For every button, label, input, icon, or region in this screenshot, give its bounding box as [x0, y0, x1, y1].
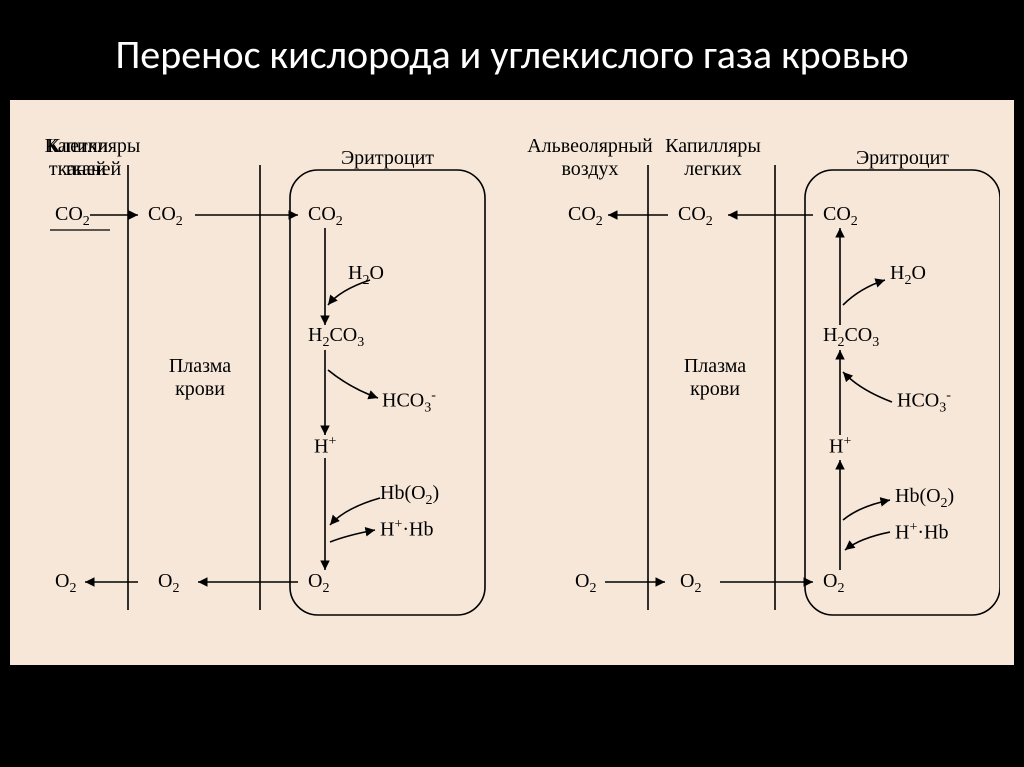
r-h2o: H2O [890, 262, 926, 289]
l-hbo2: Hb(O2) [380, 482, 439, 509]
l-hco3: HCO3- [382, 388, 436, 417]
r-h2co3: H2CO3 [823, 324, 879, 351]
l-co2-out: CO2 [55, 203, 90, 230]
r-col2-label: Капилляры легких [653, 135, 773, 181]
r-hhb: H+·Hb [895, 520, 948, 545]
l-col2-label: Капилляры тканей [30, 135, 155, 181]
l-co2-mid: CO2 [148, 203, 183, 230]
l-o2-out: O2 [55, 570, 76, 597]
l-h2co3: H2CO3 [308, 324, 364, 351]
r-co2-out: CO2 [568, 203, 603, 230]
right-panel: Альвеолярный воздух Капилляры легких Эри… [530, 110, 1000, 640]
right-overlay [530, 110, 1000, 640]
diagram-area: Клетки тканей Капилляры тканей Эритроцит… [10, 100, 1014, 665]
l-col3-label: Эритроцит [310, 147, 465, 170]
r-o2-mid: O2 [680, 570, 701, 597]
r-o2-out: O2 [575, 570, 596, 597]
l-co2-in: CO2 [308, 203, 343, 230]
r-col3-label: Эритроцит [825, 147, 980, 170]
r-plasma-label: Плазма крови [665, 355, 765, 401]
l-hhb: H+·Hb [380, 517, 433, 542]
r-hplus: H+ [829, 434, 851, 459]
r-o2-in: O2 [823, 570, 844, 597]
r-hco3: HCO3- [897, 388, 951, 417]
r-col1-label: Альвеолярный воздух [515, 135, 665, 181]
l-hplus: H+ [314, 434, 336, 459]
left-overlay [30, 110, 500, 640]
r-hbo2: Hb(O2) [895, 485, 954, 512]
r-co2-in: CO2 [823, 203, 858, 230]
l-h2o: H2O [348, 262, 384, 289]
l-o2-mid: O2 [158, 570, 179, 597]
left-panel: Клетки тканей Капилляры тканей Эритроцит… [30, 110, 500, 640]
l-o2-in: O2 [308, 570, 329, 597]
slide-title: Перенос кислорода и углекислого газа кро… [0, 0, 1024, 100]
r-co2-mid: CO2 [678, 203, 713, 230]
l-plasma-label: Плазма крови [150, 355, 250, 401]
